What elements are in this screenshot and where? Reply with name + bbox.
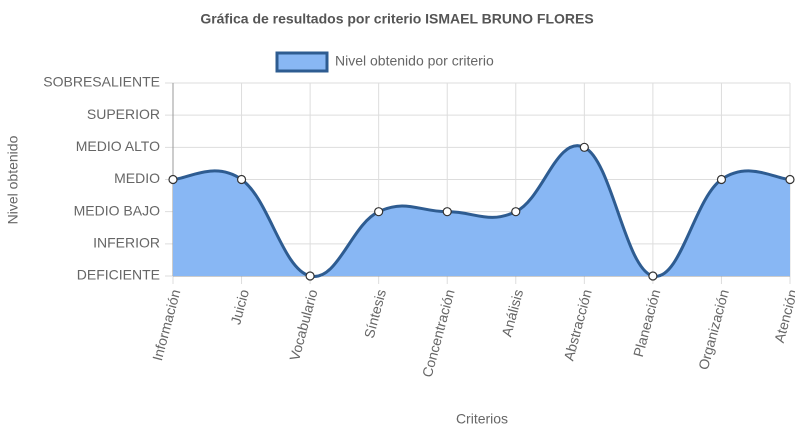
y-tick-label: INFERIOR	[93, 235, 160, 251]
x-tick-label: Juicio	[227, 287, 252, 326]
point	[648, 271, 658, 281]
x-axis-title: Criterios	[456, 411, 508, 427]
point	[305, 271, 315, 281]
point	[579, 142, 589, 152]
y-tick-label: MEDIO	[114, 170, 160, 186]
x-tick-label: Concentración	[419, 288, 458, 379]
x-tick-label: Vocabulario	[286, 287, 320, 362]
point	[442, 207, 452, 217]
y-tick-label: SUPERIOR	[87, 106, 160, 122]
point	[374, 207, 384, 217]
point	[785, 174, 795, 185]
x-tick-label: Abstracción	[560, 288, 594, 363]
x-tick-label: Análisis	[498, 288, 526, 339]
line	[172, 144, 791, 278]
x-tick-label: Atención	[771, 288, 795, 345]
legend-label[interactable]: Nivel obtenido por criterio	[335, 53, 494, 69]
x-tick-label: Organización	[695, 288, 732, 372]
x-tick-label: Información	[149, 288, 183, 363]
area	[173, 145, 790, 277]
x-tick-label: Síntesis	[361, 288, 389, 340]
y-tick-label: SOBRESALIENTE	[43, 74, 160, 90]
point	[511, 207, 521, 217]
x-tick-label: Planeación	[630, 288, 663, 359]
chart-title: Gráfica de resultados por criterio ISMAE…	[200, 11, 593, 27]
point	[716, 174, 727, 185]
legend-swatch	[275, 51, 329, 73]
y-tick-label: MEDIO ALTO	[76, 138, 160, 154]
point	[168, 174, 178, 185]
y-tick-label: MEDIO BAJO	[74, 202, 160, 218]
y-axis-title: Nivel obtenido	[5, 135, 21, 224]
y-tick-label: DEFICIENTE	[77, 267, 160, 283]
point	[236, 174, 247, 185]
